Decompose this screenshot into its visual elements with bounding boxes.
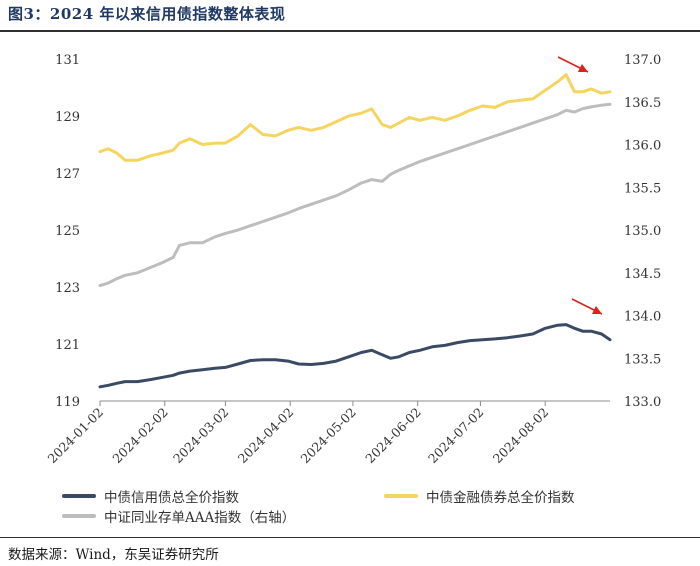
x-tick-label: 2024-06-02 [362,405,424,467]
y-right-tick-label: 133.0 [624,395,661,410]
series-line-financial [98,73,612,162]
annotation-arrow-financial-head [577,63,588,72]
series-line-credit [98,323,612,389]
x-tick-label: 2024-03-02 [170,405,232,467]
y-right-tick-label: 137.0 [624,53,661,68]
annotation-arrow-credit-head [591,305,602,314]
y-left-tick-label: 129 [55,110,80,125]
y-left-tick-label: 119 [55,395,80,410]
legend-swatch-ncd [62,514,96,518]
y-right-tick-label: 134.5 [624,267,661,282]
legend-item-financial: 中债金融债券总全价指数 [384,486,575,506]
y-left-tick-label: 131 [55,53,80,68]
legend-label-credit: 中债信用债总全价指数 [104,490,239,506]
y-right-tick-label: 135.5 [624,181,661,196]
y-right-tick-label: 135.0 [624,224,661,239]
x-tick-label: 2024-05-02 [297,405,359,467]
y-right-tick-label: 136.5 [624,96,661,111]
x-tick-label: 2024-07-02 [425,405,487,467]
y-left-tick-label: 127 [55,167,80,182]
top-rule [0,30,700,32]
legend-swatch-financial [384,494,418,498]
legend-item-ncd: 中证同业存单AAA指数（右轴） [62,506,295,526]
y-right-tick-label: 134.0 [624,310,661,325]
legend-label-ncd: 中证同业存单AAA指数（右轴） [104,510,296,526]
y-left-tick-label: 125 [55,224,80,239]
legend-swatch-credit [62,494,96,498]
y-left-tick-label: 123 [55,281,80,296]
x-tick-label: 2024-02-02 [109,405,171,467]
y-right-tick-label: 133.5 [624,352,661,367]
y-left-tick-label: 121 [55,338,80,353]
series-line-ncd [98,102,612,288]
y-right-tick-label: 136.0 [624,139,661,154]
bottom-rule [0,537,700,538]
x-tick-label: 2024-08-02 [490,405,552,467]
legend-item-credit: 中债信用债总全价指数 [62,486,239,506]
source-note: 数据来源：Wind，东吴证券研究所 [8,547,219,563]
figure-title: 图3：2024 年以来信用债指数整体表现 [8,5,286,23]
x-tick-label: 2024-04-02 [235,405,297,467]
x-tick-label: 2024-01-02 [45,405,107,467]
legend-label-financial: 中债金融债券总全价指数 [426,490,575,506]
